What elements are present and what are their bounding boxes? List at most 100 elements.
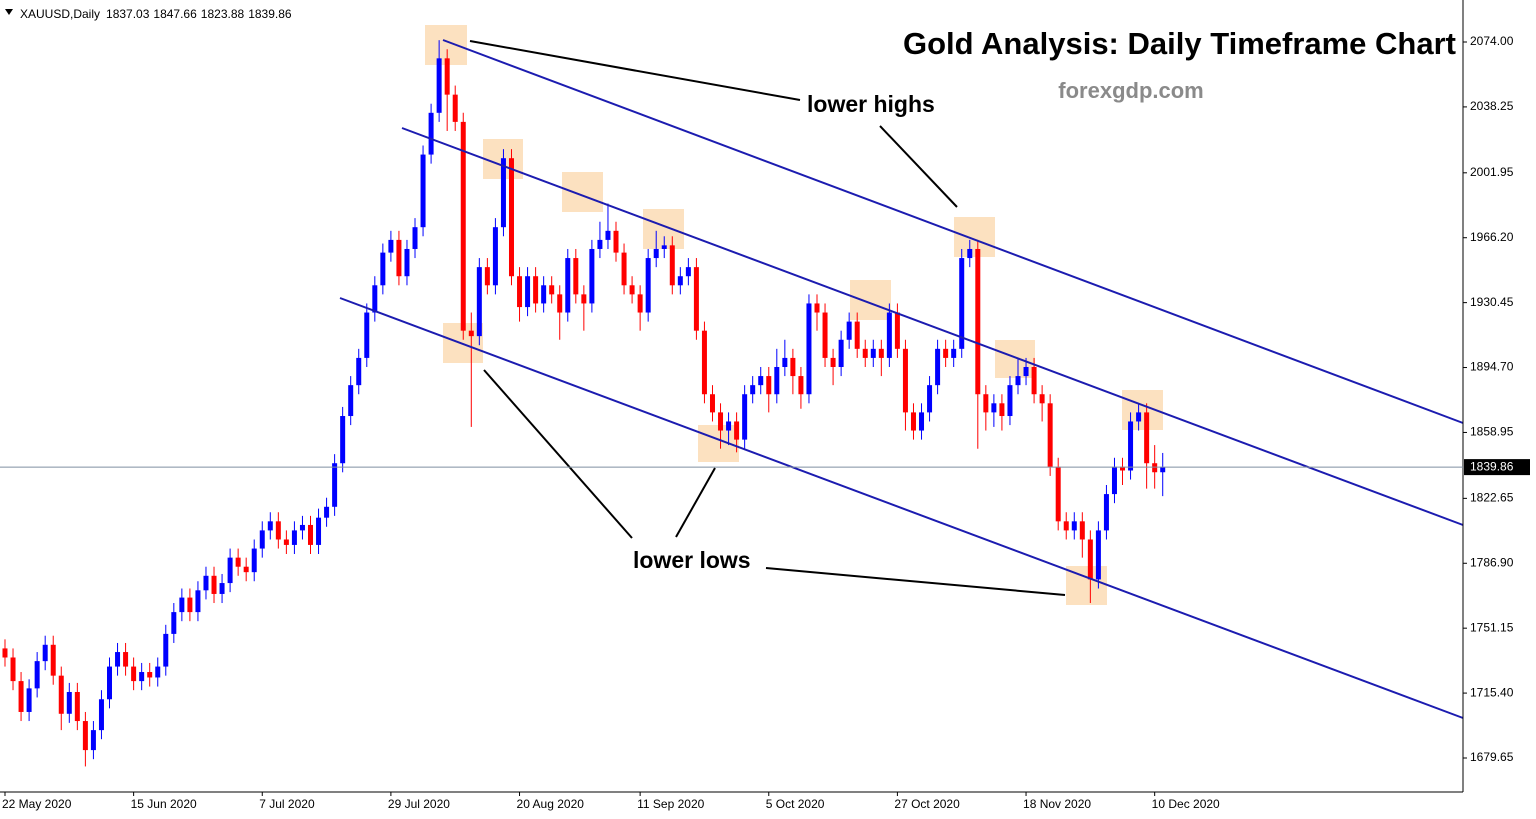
y-tick-label: 1786.90 — [1470, 555, 1514, 569]
candle-body — [750, 385, 756, 395]
candle-body — [155, 666, 161, 678]
y-tick-label: 2001.95 — [1470, 165, 1514, 179]
y-tick-label: 1679.65 — [1470, 750, 1514, 764]
highlight-box — [698, 425, 739, 462]
candle-body — [299, 524, 305, 531]
candle-body — [1136, 412, 1142, 422]
candle-body — [589, 248, 595, 304]
candle-body — [1023, 366, 1029, 377]
candle-body — [10, 657, 16, 682]
candle-body — [838, 339, 844, 367]
candle-body — [1055, 466, 1061, 522]
candle-body — [340, 416, 346, 464]
candle-body — [1087, 539, 1093, 580]
candle-body — [1063, 521, 1069, 531]
candle-body — [581, 294, 587, 304]
candle-body — [1015, 376, 1021, 386]
pointer-line — [483, 369, 633, 539]
candle-body — [517, 276, 523, 308]
highlight-box — [954, 217, 995, 257]
highlight-box — [425, 25, 467, 65]
x-tick-label: 10 Dec 2020 — [1152, 797, 1220, 811]
candle-body — [1160, 467, 1166, 473]
candle-body — [1120, 466, 1126, 471]
candle-body — [919, 412, 925, 431]
candle-body — [388, 239, 394, 253]
candle-body — [98, 699, 104, 731]
candle-body — [364, 312, 370, 358]
candle-body — [115, 652, 121, 667]
candle-body — [18, 681, 24, 712]
candle-body — [782, 357, 788, 367]
x-tick-label: 7 Jul 2020 — [259, 797, 315, 811]
candle-body — [758, 376, 764, 386]
candle-body — [557, 294, 563, 313]
y-tick-label: 2074.00 — [1470, 34, 1514, 48]
y-tick-label: 2038.25 — [1470, 99, 1514, 113]
highlight-box — [850, 280, 891, 320]
candle-body — [701, 330, 707, 395]
candle-body — [935, 348, 941, 386]
candle-body — [2, 648, 8, 658]
candle-body — [356, 357, 362, 386]
y-tick-label: 1751.15 — [1470, 620, 1514, 634]
candle-body — [123, 652, 129, 667]
candle-body — [372, 285, 378, 313]
candle-body — [428, 112, 434, 155]
candle-body — [991, 403, 997, 413]
candle-body — [613, 230, 619, 253]
candle-body — [50, 644, 56, 676]
highlight-boxes — [425, 25, 1163, 605]
x-tick-label: 18 Nov 2020 — [1023, 797, 1091, 811]
candle-body — [1111, 466, 1117, 495]
trend-line — [401, 127, 1464, 526]
candle-body — [1103, 494, 1109, 531]
candle-body — [525, 276, 531, 308]
header-open: 1837.03 — [106, 7, 150, 21]
candle-body — [251, 548, 257, 573]
candle-body — [508, 158, 514, 277]
candles — [2, 40, 1166, 767]
candle-body — [275, 521, 281, 540]
candle-body — [685, 267, 691, 277]
candle-body — [693, 267, 699, 331]
candle-body — [1071, 521, 1077, 531]
candle-body — [943, 348, 949, 358]
annotation: lower highs — [807, 91, 935, 117]
candle-body — [1095, 530, 1101, 580]
candle-body — [605, 230, 611, 240]
candle-body — [74, 691, 80, 722]
candle-body — [219, 583, 225, 594]
candle-body — [1031, 366, 1037, 395]
candle-body — [573, 258, 579, 295]
trend-lines — [339, 39, 1464, 719]
x-tick-label: 11 Sep 2020 — [637, 797, 704, 811]
candle-body — [404, 248, 410, 277]
candle-body — [669, 245, 675, 286]
candle-body — [147, 672, 153, 678]
y-tick-label: 1858.95 — [1470, 425, 1514, 439]
candle-body — [597, 239, 603, 249]
candle-body — [42, 644, 48, 662]
candle-body — [862, 348, 868, 358]
candle-body — [886, 312, 892, 358]
candle-body — [267, 521, 273, 531]
candle-body — [533, 276, 539, 304]
y-tick-label: 1822.65 — [1470, 491, 1514, 505]
candle-body — [774, 366, 780, 395]
candle-body — [500, 158, 506, 228]
highlight-box — [643, 209, 684, 249]
candle-body — [332, 463, 338, 507]
chart-subtitle: forexgdp.com — [1058, 78, 1203, 103]
chart-header: XAUUSD,Daily 1837.03 1847.66 1823.88 1839.86 — [20, 7, 292, 21]
candle-body — [460, 121, 466, 331]
candle-body — [1128, 421, 1134, 471]
candle-body — [959, 258, 965, 349]
candle-body — [396, 239, 402, 277]
menu-triangle — [5, 9, 13, 15]
annotation: lower lows — [633, 547, 751, 573]
symbol: XAUUSD,Daily — [20, 7, 100, 21]
candle-body — [26, 688, 32, 712]
x-tick-label: 20 Aug 2020 — [517, 797, 585, 811]
candle-body — [854, 321, 860, 349]
